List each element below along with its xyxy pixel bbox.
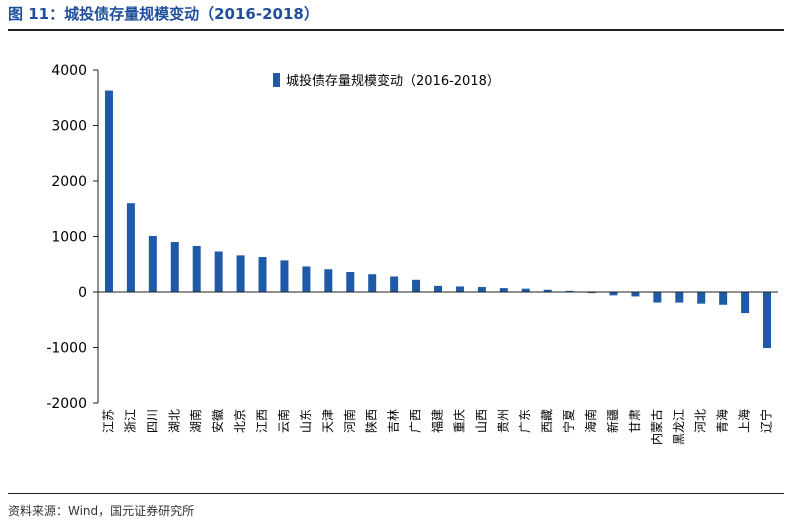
x-tick-label: 湖北 bbox=[166, 409, 181, 433]
bar bbox=[192, 245, 201, 292]
x-tick-label: 陕西 bbox=[364, 409, 379, 433]
bar bbox=[324, 269, 333, 292]
y-tick-label: -1000 bbox=[46, 341, 87, 357]
bar bbox=[587, 292, 596, 294]
bar bbox=[280, 260, 289, 292]
x-tick-label: 山西 bbox=[474, 409, 488, 433]
bar bbox=[258, 257, 267, 292]
legend-label: 城投债存量规模变动（2016-2018） bbox=[286, 73, 500, 89]
bar bbox=[434, 285, 442, 292]
x-tick-label: 云南 bbox=[276, 409, 291, 433]
x-tick-label: 重庆 bbox=[452, 409, 466, 433]
x-tick-label: 内蒙古 bbox=[649, 409, 664, 445]
bar bbox=[675, 292, 684, 303]
y-tick-label: 3000 bbox=[51, 119, 87, 135]
x-tick-label: 上海 bbox=[737, 409, 752, 433]
bar bbox=[719, 292, 728, 305]
bar bbox=[170, 242, 179, 292]
bar bbox=[565, 290, 574, 292]
x-tick-label: 海南 bbox=[583, 409, 598, 433]
bar bbox=[477, 287, 486, 292]
x-tick-label: 宁夏 bbox=[561, 409, 576, 433]
bar bbox=[697, 292, 706, 304]
bar bbox=[499, 288, 508, 292]
bar bbox=[741, 292, 750, 314]
y-tick-label: -2000 bbox=[46, 396, 87, 412]
bar bbox=[631, 292, 640, 297]
bar bbox=[609, 292, 618, 296]
x-tick-label: 天津 bbox=[321, 409, 335, 433]
y-tick-label: 0 bbox=[78, 285, 87, 301]
x-tick-label: 广西 bbox=[409, 409, 423, 433]
source-rule bbox=[8, 493, 784, 494]
y-tick-label: 1000 bbox=[51, 230, 87, 246]
x-axis-labels: 江苏 浙江 四川 湖北 湖南 安徽 北京 江西 云南 山东 天津 河南 陕西 吉林 广西 福建 重庆 山西 贵州 广东… bbox=[101, 409, 773, 445]
x-tick-label: 广东 bbox=[518, 409, 532, 433]
x-tick-label: 西藏 bbox=[540, 409, 554, 433]
bar bbox=[104, 90, 113, 292]
x-tick-label: 河南 bbox=[342, 409, 357, 433]
title-rule bbox=[8, 29, 784, 31]
bar bbox=[236, 255, 245, 292]
x-tick-label: 辽宁 bbox=[759, 409, 774, 433]
bar bbox=[214, 251, 223, 292]
bar bbox=[368, 274, 377, 292]
bar bbox=[653, 292, 662, 303]
bar bbox=[390, 276, 399, 292]
x-tick-label: 黑龙江 bbox=[672, 409, 686, 445]
legend: 城投债存量规模变动（2016-2018） bbox=[273, 73, 500, 89]
bar bbox=[455, 286, 464, 292]
bars bbox=[104, 90, 772, 349]
legend-swatch bbox=[273, 73, 280, 87]
x-tick-label: 湖南 bbox=[188, 409, 203, 433]
x-tick-label: 福建 bbox=[430, 409, 445, 433]
figure-title: 图 11：城投债存量规模变动（2016-2018） bbox=[8, 5, 319, 23]
bar bbox=[412, 279, 421, 292]
y-axis: 4000 3000 2000 1000 0 -1000 -2000 bbox=[46, 63, 99, 412]
x-tick-label: 江西 bbox=[255, 409, 269, 433]
y-tick-label: 4000 bbox=[51, 63, 87, 79]
bar bbox=[302, 266, 311, 292]
bar bbox=[126, 203, 135, 292]
bar bbox=[346, 272, 355, 292]
x-tick-label: 山东 bbox=[299, 409, 313, 433]
bar bbox=[521, 288, 530, 292]
source-note: 资料来源：Wind，国元证券研究所 bbox=[8, 504, 195, 518]
bar-chart: 4000 3000 2000 1000 0 -1000 -2000 江苏 浙江 四川 湖北 湖南 安徽… bbox=[46, 63, 778, 445]
x-tick-label: 青海 bbox=[715, 409, 730, 433]
x-tick-label: 江苏 bbox=[101, 409, 115, 433]
x-tick-label: 新疆 bbox=[605, 409, 620, 433]
bar bbox=[148, 235, 157, 292]
x-tick-label: 安徽 bbox=[210, 409, 225, 433]
x-tick-label: 吉林 bbox=[387, 409, 401, 433]
x-tick-label: 浙江 bbox=[123, 409, 137, 433]
x-tick-label: 四川 bbox=[145, 409, 159, 433]
bar bbox=[763, 292, 772, 349]
x-tick-label: 贵州 bbox=[496, 409, 510, 433]
y-tick-label: 2000 bbox=[51, 174, 87, 190]
x-tick-label: 河北 bbox=[694, 409, 708, 433]
bar bbox=[543, 289, 552, 292]
x-tick-label: 北京 bbox=[233, 409, 247, 433]
x-tick-label: 甘肃 bbox=[628, 409, 642, 433]
